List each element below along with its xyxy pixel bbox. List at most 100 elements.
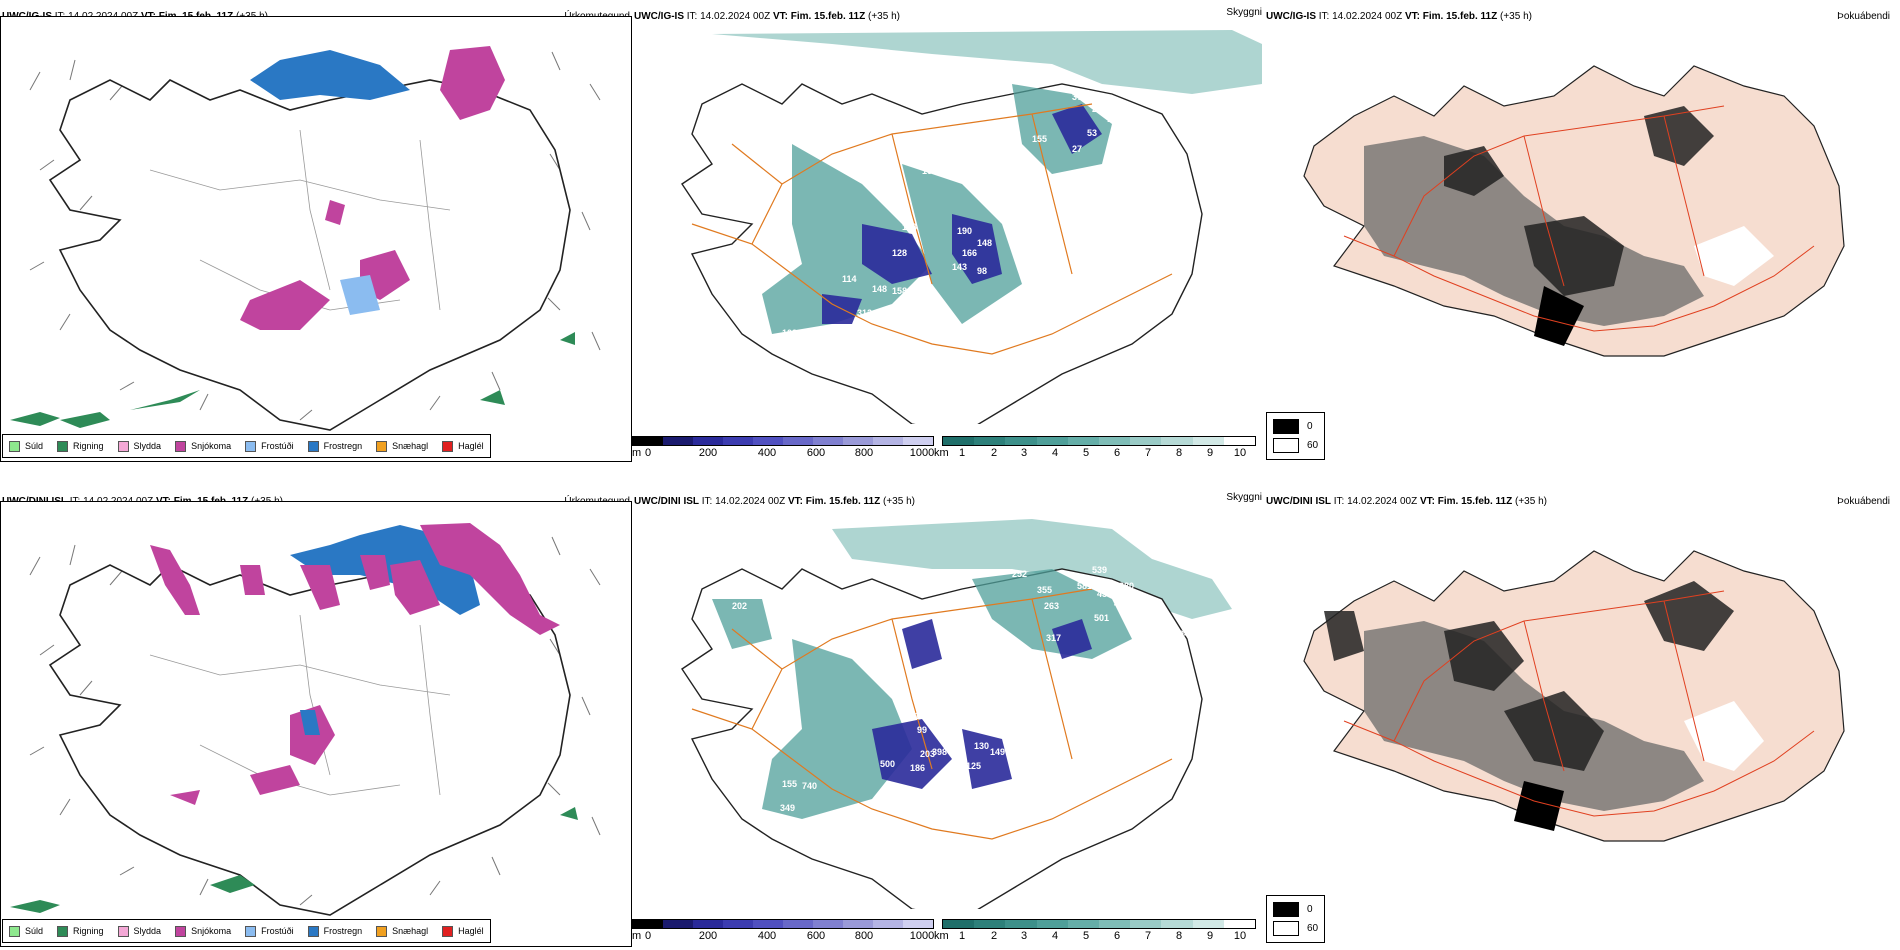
cloud-label: 143 (952, 262, 967, 272)
cloud-label: 198 (952, 571, 967, 581)
colorbar-tick: 0 (644, 447, 652, 459)
cloud-label: 119 (910, 711, 925, 721)
legend-swatch (57, 925, 69, 937)
colorbar-tick: 1000 (909, 447, 935, 459)
colorbar-visibility: km 1 2 3 4 5 6 7 8 9 10 (934, 436, 1256, 462)
cloud-label: 740 (802, 781, 817, 791)
colorbar-unit: km (934, 930, 949, 942)
precip-legend: Súld Rigning Slydda Snjókoma Frostúði Fr… (2, 434, 491, 458)
legend-item: Súld (9, 925, 43, 937)
cloud-label: 906 (940, 729, 955, 739)
cloud-label: 158 (892, 286, 907, 296)
cloud-label: 134 (934, 709, 949, 719)
colorbar-ticks: m 0 200 400 600 800 1000 (632, 929, 934, 945)
legend-swatch (245, 440, 257, 452)
panel-title: Þokuábendi (1837, 11, 1890, 22)
cloud-label: 150 (912, 286, 927, 296)
fog-legend-row: 60 (1273, 436, 1318, 455)
cloud-label: 500 (880, 759, 895, 769)
fog-legend-swatch (1273, 419, 1299, 434)
fog-legend-swatch (1273, 902, 1299, 917)
precip-legend: Súld Rigning Slydda Snjókoma Frostúði Fr… (2, 919, 491, 943)
fog-legend: 0 60 (1266, 412, 1326, 460)
panel-cloud-bottom: UWC/DINI ISL IT: 14.02.2024 00Z VT: Fim.… (632, 492, 1326, 947)
legend-item: Súld (9, 440, 43, 452)
legend-item: Slydda (117, 440, 161, 452)
legend-swatch (57, 440, 69, 452)
colorbar-tick: 9 (1206, 930, 1214, 942)
fog-legend-swatch (1273, 438, 1299, 453)
legend-swatch (175, 440, 187, 452)
colorbar-tick: 10 (1233, 930, 1247, 942)
panel-fog-bottom: UWC/DINI ISL IT: 14.02.2024 00Z VT: Fim.… (1264, 495, 1900, 935)
colorbar-tick: 7 (1144, 447, 1152, 459)
legend-swatch (307, 925, 319, 937)
colorbar-tick: 3 (1020, 930, 1028, 942)
colorbar-strip (942, 436, 1256, 446)
legend-swatch (376, 440, 388, 452)
colorbar-tick: 8 (1175, 447, 1183, 459)
cloud-label: 448 (1114, 599, 1129, 609)
cloud-label: 190 (957, 226, 972, 236)
colorbar-unit: km (934, 447, 949, 459)
legend-swatch (442, 925, 454, 937)
cloud-label: 98 (882, 595, 892, 605)
legend-swatch (175, 925, 187, 937)
fog-legend-swatch (1273, 921, 1299, 936)
cloud-label: 263 (1044, 601, 1059, 611)
cloud-label: 155 (1032, 134, 1047, 144)
cloud-label: 114 (842, 274, 857, 284)
cloud-label: 186 (910, 763, 925, 773)
cloud-label: 496 (712, 563, 727, 573)
colorbar-strip (632, 919, 934, 929)
fog-legend: 0 60 (1266, 895, 1326, 943)
cloud-label: 165 (922, 166, 937, 176)
cloud-label: 83 (907, 326, 917, 336)
colorbar-strip (632, 436, 934, 446)
colorbar-ticks: km 1 2 3 4 5 6 7 8 9 10 (934, 446, 1256, 462)
colorbar-ticks: m 0 200 400 600 800 1000 (632, 446, 934, 462)
colorbar-tick: 5 (1082, 930, 1090, 942)
colorbar-tick: 400 (757, 447, 777, 459)
cloud-label: 437 (1097, 589, 1112, 599)
panel-title: Skyggni (1226, 492, 1262, 503)
colorbar-tick: 8 (1175, 930, 1183, 942)
fog-legend-row: 0 (1273, 417, 1318, 436)
panel-fog-top: UWC/IG-IS IT: 14.02.2024 00Z VT: Fim. 15… (1264, 10, 1900, 450)
colorbar-tick: 2 (990, 447, 998, 459)
cloud-label: 91 (1012, 196, 1022, 206)
legend-swatch (307, 440, 319, 452)
legend-item: Snæhagl (376, 440, 428, 452)
fog-map (1303, 65, 1845, 357)
iceland-outline (48, 564, 571, 916)
cloud-label: 130 (974, 741, 989, 751)
colorbar-tick: 2 (990, 930, 998, 942)
colorbar-height: m 0 200 400 600 800 1000 (632, 919, 934, 945)
panel-precip-bottom: UWC/DINI ISL IT: 14.02.2024 00Z VT: Fim.… (0, 495, 632, 947)
colorbar-unit: m (632, 930, 642, 942)
cloud-label: 99 (917, 725, 927, 735)
snow-area-ne (440, 46, 505, 120)
colorbar-visibility: km 1 2 3 4 5 6 7 8 9 10 (934, 919, 1256, 945)
panel-header: UWC/IG-IS IT: 14.02.2024 00Z VT: Fim. 15… (634, 11, 900, 22)
legend-item: Frostregn (307, 440, 362, 452)
panel-cloud-top: UWC/IG-IS IT: 14.02.2024 00Z VT: Fim. 15… (632, 7, 1326, 462)
cloud-label: 202 (732, 601, 747, 611)
snow-area-ne (420, 523, 560, 635)
cloud-label: 322 (932, 679, 947, 689)
colorbar-tick: 6 (1113, 930, 1121, 942)
cloud-label: 317 (1046, 633, 1061, 643)
colorbar-tick: 7 (1144, 930, 1152, 942)
legend-swatch (245, 925, 257, 937)
legend-swatch (117, 925, 129, 937)
legend-item: Haglél (442, 925, 484, 937)
cloud-label: 148 (977, 238, 992, 248)
colorbar-tick: 5 (1082, 447, 1090, 459)
cloud-label: 120 (1150, 641, 1165, 651)
colorbar-tick: 9 (1206, 447, 1214, 459)
legend-swatch (9, 925, 20, 937)
cloud-label: 160 (910, 795, 925, 805)
legend-swatch (442, 440, 454, 452)
cloud-label: 166 (962, 248, 977, 258)
precip-map (0, 16, 632, 462)
